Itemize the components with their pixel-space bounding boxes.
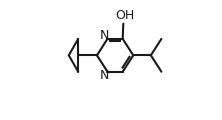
Text: OH: OH [115,9,134,22]
Text: N: N [100,30,109,42]
Text: N: N [100,69,109,82]
